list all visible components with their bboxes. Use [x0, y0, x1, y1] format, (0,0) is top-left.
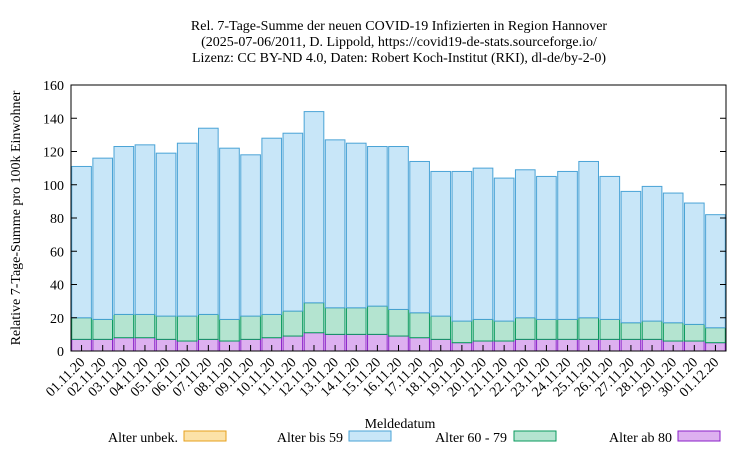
bar-segment-alter-60-79-22 — [536, 318, 557, 340]
bar-segment-alter-bis-59-1 — [92, 157, 114, 320]
bar-segment-alter-bis-59-28 — [662, 192, 684, 324]
bar-segment-alter-bis-59-24 — [578, 160, 599, 319]
bar-segment-alter-bis-59-10 — [282, 132, 304, 312]
y-tick-label-1: 20 — [50, 312, 64, 327]
legend-label-alter-bis-59: Alter bis 59 — [277, 431, 343, 446]
bar-segment-alter-60-79-25 — [599, 318, 621, 340]
bar-segment-alter-bis-59-16 — [409, 160, 430, 314]
bar-segment-alter-bis-59-2 — [113, 146, 135, 315]
chart-title: Rel. 7-Tage-Summe der neuen COVID-19 Inf… — [191, 19, 608, 66]
bar-segment-alter-bis-59-17 — [430, 170, 452, 317]
bar-segment-alter-bis-59-21 — [514, 169, 536, 319]
bar-segment-alter-bis-59-9 — [261, 137, 283, 315]
bar-segment-alter-60-79-4 — [155, 315, 177, 340]
bar-segment-alter-bis-59-15 — [388, 146, 409, 310]
bar-segment-alter-60-79-11 — [303, 302, 325, 334]
bar-segment-alter-60-79-30 — [705, 327, 726, 344]
legend-swatch-alter-ab-80 — [677, 430, 721, 442]
y-axis-label: Relative 7-Tage-Summe pro 100k Einwohner — [9, 90, 24, 345]
bar-segment-alter-60-79-20 — [493, 320, 515, 342]
legend-label-alter-60-79: Alter 60 - 79 — [435, 431, 507, 446]
bar-segment-alter-60-79-18 — [451, 320, 473, 344]
legend-swatch-alter-60-79 — [513, 430, 557, 442]
bar-segment-alter-60-79-27 — [641, 320, 663, 340]
bar-segment-alter-60-79-28 — [662, 322, 684, 342]
bar-segment-alter-bis-59-0 — [71, 165, 92, 319]
chart-title-line-1: Rel. 7-Tage-Summe der neuen COVID-19 Inf… — [191, 19, 608, 34]
bar-segment-alter-bis-59-26 — [620, 190, 642, 324]
bar-segment-alter-60-79-23 — [557, 318, 578, 340]
bar-segment-alter-60-79-13 — [345, 307, 367, 335]
y-tick-label-2: 40 — [50, 279, 64, 294]
bar-segment-alter-60-79-19 — [472, 318, 494, 342]
y-axis: 0 20 40 60 80 100 120 140 160 — [43, 79, 726, 360]
bar-segment-alter-bis-59-22 — [536, 175, 557, 320]
y-tick-label-0: 0 — [57, 345, 64, 360]
bar-segment-alter-60-79-17 — [430, 315, 452, 340]
y-tick-label-6: 120 — [43, 146, 64, 161]
bar-segment-alter-60-79-5 — [176, 315, 198, 342]
bar-segment-alter-60-79-21 — [514, 317, 536, 340]
bar-segment-alter-bis-59-12 — [324, 139, 346, 309]
x-axis-label: Meldedatum — [365, 417, 436, 432]
bar-segment-alter-60-79-16 — [409, 312, 430, 339]
legend-label-alter-ab-80: Alter ab 80 — [609, 431, 672, 446]
bar-segment-alter-60-79-9 — [261, 313, 283, 339]
y-tick-label-3: 60 — [50, 245, 64, 260]
legend-swatch-alter-unbek- — [183, 430, 227, 442]
y-tick-label-8: 160 — [43, 79, 64, 94]
y-tick-label-7: 140 — [43, 112, 64, 127]
bar-segment-alter-bis-59-4 — [155, 152, 177, 317]
bars-layer — [71, 111, 726, 352]
bar-segment-alter-bis-59-3 — [134, 144, 156, 315]
legend-label-alter-unbek-: Alter unbek. — [108, 431, 178, 446]
bar-segment-alter-60-79-26 — [620, 322, 642, 340]
chart-title-line-3: Lizenz: CC BY-ND 4.0, Daten: Robert Koch… — [192, 51, 606, 66]
y-tick-label-4: 80 — [50, 212, 64, 227]
bar-segment-alter-60-79-0 — [71, 317, 92, 340]
bar-segment-alter-60-79-8 — [240, 315, 261, 340]
bar-segment-alter-60-79-14 — [367, 305, 388, 335]
bar-segment-alter-bis-59-14 — [367, 146, 388, 307]
bar-segment-alter-60-79-12 — [324, 307, 346, 335]
bar-segment-alter-60-79-1 — [92, 318, 114, 340]
bar-segment-alter-bis-59-29 — [683, 202, 705, 325]
legend-swatch-alter-bis-59 — [348, 430, 392, 442]
bar-segment-alter-60-79-15 — [388, 308, 409, 337]
bar-segment-alter-60-79-2 — [113, 313, 135, 339]
bar-segment-alter-60-79-24 — [578, 317, 599, 340]
y-tick-label-5: 100 — [43, 179, 64, 194]
bar-segment-alter-bis-59-19 — [472, 167, 494, 320]
x-axis: 01.11.2002.11.2003.11.2004.11.2005.11.20… — [44, 345, 722, 400]
bar-segment-alter-bis-59-8 — [240, 154, 261, 317]
bar-segment-alter-bis-59-11 — [303, 111, 325, 304]
bar-segment-alter-bis-59-23 — [557, 170, 578, 320]
bar-segment-alter-60-79-7 — [219, 318, 240, 342]
bar-segment-alter-60-79-29 — [683, 323, 705, 342]
bar-segment-alter-bis-59-7 — [219, 147, 240, 320]
bar-segment-alter-bis-59-13 — [345, 142, 367, 309]
bar-segment-alter-bis-59-30 — [705, 214, 726, 329]
plot-frame — [70, 84, 727, 352]
bar-segment-alter-bis-59-25 — [599, 175, 621, 320]
bar-segment-alter-bis-59-5 — [176, 142, 198, 317]
bar-segment-alter-60-79-10 — [282, 310, 304, 337]
bar-segment-alter-bis-59-20 — [493, 177, 515, 322]
bar-segment-alter-bis-59-18 — [451, 170, 473, 322]
legend: Alter unbek. Alter bis 59 Alter 60 - 79 Alt… — [108, 430, 721, 446]
bar-segment-alter-60-79-6 — [198, 313, 219, 340]
chart-title-line-2: (2025-07-06/2011, D. Lippold, https://co… — [201, 35, 597, 50]
bar-segment-alter-bis-59-6 — [198, 127, 219, 315]
bar-segment-alter-60-79-3 — [134, 313, 156, 339]
bar-segment-alter-bis-59-27 — [641, 185, 663, 322]
